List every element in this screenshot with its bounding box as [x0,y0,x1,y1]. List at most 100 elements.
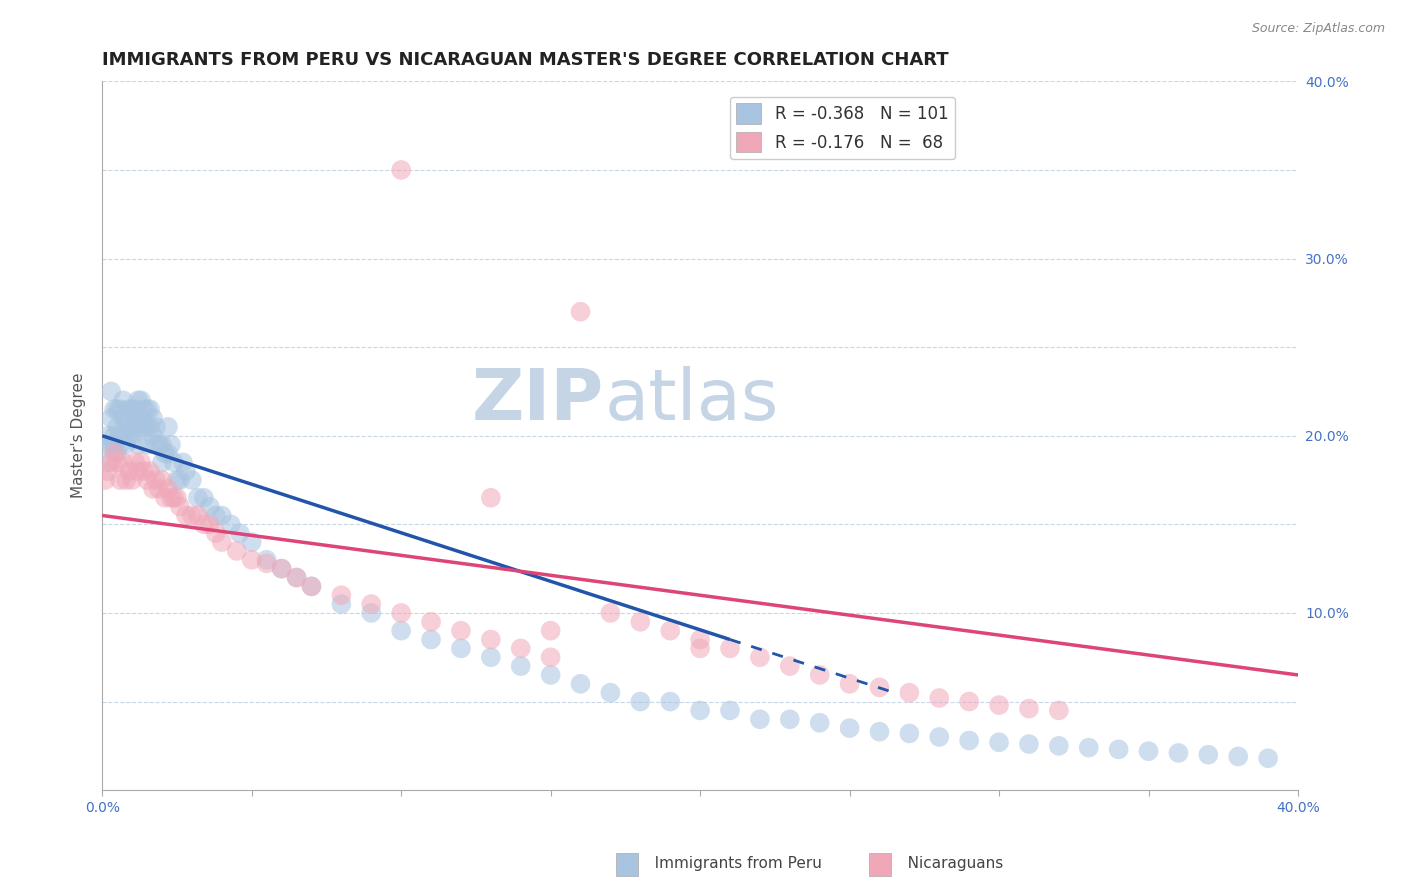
Point [127,420,149,434]
Point [180,473,202,487]
Point [163,491,186,505]
Point [174,508,197,523]
Point [139,402,162,417]
Point [838,677,860,691]
Point [142,411,165,425]
Point [169,473,191,487]
Point [569,304,592,318]
Point [163,455,186,469]
Point [127,393,149,408]
Point [898,726,921,740]
Point [808,715,831,730]
Point [148,437,170,451]
Point [957,733,980,747]
Point [118,464,141,478]
Point [94,437,117,451]
Point [108,437,131,451]
Point [389,606,412,620]
Point [132,402,155,417]
Point [659,694,682,708]
Point [136,420,159,434]
Point [166,473,188,487]
Point [869,681,891,695]
Point [112,429,135,443]
Point [115,473,138,487]
Point [115,437,138,451]
Point [256,553,278,567]
Point [1047,739,1070,753]
Point [569,677,592,691]
Point [100,455,122,469]
Point [718,641,741,656]
Point [112,411,135,425]
Point [1197,747,1219,762]
Point [187,491,209,505]
Point [156,446,179,460]
Point [97,464,120,478]
Point [1167,746,1189,760]
Point [166,491,188,505]
Point [229,526,252,541]
Point [198,517,221,532]
Point [136,402,159,417]
Point [105,402,128,417]
Point [628,694,651,708]
Legend: R = -0.368   N = 101, R = -0.176   N =  68: R = -0.368 N = 101, R = -0.176 N = 68 [730,96,955,159]
Point [330,597,353,611]
Point [479,491,502,505]
Point [1108,742,1130,756]
Point [540,624,562,638]
Point [132,464,155,478]
Point [103,402,125,417]
Point [389,163,412,178]
Point [193,517,215,532]
Point [100,411,122,425]
Point [129,411,152,425]
Point [360,606,382,620]
Point [115,411,138,425]
Text: ZIP: ZIP [472,366,605,434]
Point [121,429,143,443]
Point [599,606,621,620]
Point [689,703,711,717]
Point [225,544,247,558]
Point [153,491,176,505]
Point [136,473,159,487]
Point [129,455,152,469]
Point [124,402,146,417]
Point [240,535,263,549]
Text: atlas: atlas [605,366,779,434]
Point [103,437,125,451]
Point [124,411,146,425]
Point [204,526,226,541]
Point [174,464,197,478]
Point [1018,737,1040,751]
Point [808,668,831,682]
Point [160,437,183,451]
Point [450,624,472,638]
Point [108,402,131,417]
Point [659,624,682,638]
Point [150,455,173,469]
Text: Immigrants from Peru: Immigrants from Peru [640,855,821,871]
Point [193,491,215,505]
Point [898,686,921,700]
Point [198,500,221,514]
Point [100,384,122,399]
Point [160,491,183,505]
Point [450,641,472,656]
Point [270,561,292,575]
Point [599,686,621,700]
Point [127,437,149,451]
Point [540,668,562,682]
Point [121,420,143,434]
Point [156,482,179,496]
Point [869,724,891,739]
Point [148,482,170,496]
Point [145,473,167,487]
Point [105,455,128,469]
Point [285,570,308,584]
Point [150,437,173,451]
Point [928,730,950,744]
Point [1257,751,1279,765]
